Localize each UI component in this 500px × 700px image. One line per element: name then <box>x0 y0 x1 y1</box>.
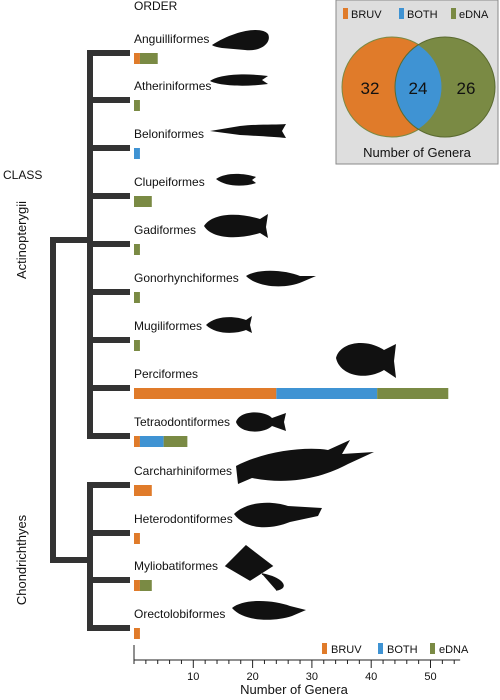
venn-legend-label-edna: eDNA <box>459 9 489 21</box>
class-label-actinopterygii: Actinopterygii <box>14 201 29 279</box>
class-heading: CLASS <box>3 168 42 182</box>
needlefish-silhouette <box>210 124 286 138</box>
bar-perciformes-bruv <box>134 388 277 399</box>
order-label-mugiliformes: Mugiliformes <box>134 319 202 333</box>
bar-anguilliformes-edna <box>139 53 158 64</box>
mullet-silhouette <box>206 316 252 333</box>
venn-inset: BRUV BOTH eDNA 32 24 26 Number of Genera <box>335 0 499 165</box>
venn-legend-swatch-bruv <box>343 8 348 19</box>
perch-silhouette <box>336 343 396 378</box>
venn-title: Number of Genera <box>363 145 471 160</box>
bar-carcharhiniformes-bruv <box>134 485 152 496</box>
bar-perciformes-edna <box>377 388 449 399</box>
bar-tetraodontiformes-edna <box>163 436 188 447</box>
order-label-anguilliformes: Anguilliformes <box>134 32 209 46</box>
eel-silhouette <box>212 29 269 51</box>
bars <box>134 53 449 639</box>
silhouettes <box>204 29 396 620</box>
legend-swatch-both <box>378 643 383 654</box>
venn-intersection-both <box>394 44 443 130</box>
bar-atheriniformes-edna <box>134 100 140 111</box>
bar-beloniformes-both <box>134 148 140 159</box>
cod-silhouette <box>204 214 268 238</box>
bar-perciformes-both <box>276 388 378 399</box>
venn-legend: BRUV BOTH eDNA <box>343 8 489 21</box>
milkfish-silhouette <box>246 270 316 287</box>
legend-swatch-edna <box>430 643 435 654</box>
order-label-perciformes: Perciformes <box>134 367 198 381</box>
order-label-heterodontiformes: Heterodontiformes <box>134 512 233 526</box>
order-label-carcharhiniformes: Carcharhiniformes <box>134 464 232 478</box>
bar-clupeiformes-edna <box>134 196 152 207</box>
order-label-gadiformes: Gadiformes <box>134 223 196 237</box>
bar-orectolobiformes-bruv <box>134 628 140 639</box>
order-heading: ORDER <box>134 0 178 13</box>
x-tick-label-10: 10 <box>187 671 199 683</box>
order-label-clupeiformes: Clupeiformes <box>134 175 205 189</box>
order-label-beloniformes: Beloniformes <box>134 127 204 141</box>
order-label-gonorhynchiformes: Gonorhynchiformes <box>134 271 239 285</box>
bar-tetraodontiformes-bruv <box>134 436 140 447</box>
x-tick-label-30: 30 <box>306 671 318 683</box>
legend-label-both: BOTH <box>387 644 418 656</box>
x-axis: 10 20 30 40 50 <box>133 645 461 683</box>
horn-shark-silhouette <box>234 502 322 528</box>
x-tick-label-20: 20 <box>246 671 258 683</box>
bar-tetraodontiformes-both <box>139 436 164 447</box>
bar-heterodontiformes-bruv <box>134 533 140 544</box>
bar-myliobatiformes-bruv <box>134 580 140 591</box>
venn-legend-swatch-both <box>399 8 404 19</box>
bar-gonorhynchiformes-edna <box>134 292 140 303</box>
venn-legend-label-bruv: BRUV <box>351 9 382 21</box>
puffer-silhouette <box>236 412 286 432</box>
bar-mugiliformes-edna <box>134 340 140 351</box>
bar-myliobatiformes-edna <box>139 580 152 591</box>
phylogenetic-tree <box>50 50 130 631</box>
legend-label-bruv: BRUV <box>331 644 362 656</box>
legend-label-edna: eDNA <box>439 644 469 656</box>
venn-value-edna-only: 26 <box>457 79 476 98</box>
atherinid-silhouette <box>210 74 268 86</box>
venn-legend-swatch-edna <box>451 8 456 19</box>
venn-circle-bruv-outline <box>341 36 443 138</box>
herring-silhouette <box>216 173 256 186</box>
order-label-orectolobiformes: Orectolobiformes <box>134 607 225 621</box>
venn-circle-edna-outline <box>394 36 496 138</box>
legend: BRUV BOTH eDNA <box>322 643 469 656</box>
venn-value-bruv-only: 32 <box>361 79 380 98</box>
legend-swatch-bruv <box>322 643 327 654</box>
x-axis-label: Number of Genera <box>240 682 348 697</box>
class-label-chondrichthyes: Chondrichthyes <box>14 514 29 605</box>
order-label-atheriniformes: Atheriniformes <box>134 79 211 93</box>
x-tick-label-40: 40 <box>365 671 377 683</box>
venn-value-both: 24 <box>409 79 428 98</box>
stingray-silhouette <box>224 545 284 591</box>
order-label-tetraodontiformes: Tetraodontiformes <box>134 415 230 429</box>
x-tick-label-50: 50 <box>424 671 436 683</box>
shark-silhouette <box>236 440 374 484</box>
venn-legend-label-both: BOTH <box>407 9 438 21</box>
order-label-myliobatiformes: Myliobatiformes <box>134 559 218 573</box>
order-labels: Anguilliformes Atheriniformes Beloniformes… <box>134 32 239 621</box>
bar-gadiformes-edna <box>134 244 140 255</box>
bar-anguilliformes-bruv <box>134 53 140 64</box>
wobbegong-silhouette <box>232 601 306 620</box>
